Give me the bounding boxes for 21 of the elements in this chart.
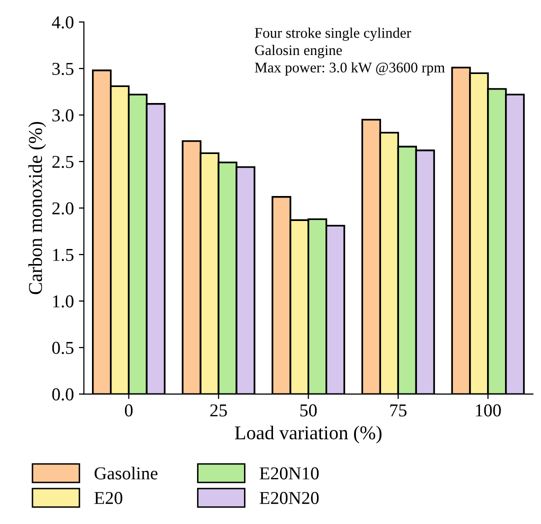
annotation: Four stroke single cylinder Galosin engine Max power: 3.0 kW @3600 rpm: [254, 28, 445, 76]
y-tick-label: 0.0: [52, 388, 74, 401]
x-tick-label: 25: [210, 404, 227, 416]
y-axis-title: Carbon monoxide (%): [28, 122, 46, 294]
legend-label: E20: [94, 492, 122, 504]
y-tick-label: 3.0: [52, 109, 74, 122]
legend-label: E20N10: [260, 467, 319, 480]
x-axis-title: Load variation (%): [234, 426, 382, 444]
x-tick-label: 100: [476, 404, 501, 416]
x-tick-label: 75: [390, 404, 406, 416]
y-tick-label: 1.5: [53, 248, 74, 262]
x-tick-label: 50: [300, 404, 317, 416]
legend-label: Gasoline: [94, 466, 158, 480]
y-tick-label: 2.0: [52, 202, 74, 215]
y-tick-label: 4.0: [52, 16, 74, 29]
y-tick-label: 1.0: [53, 295, 74, 308]
y-tick-label: 2.5: [52, 156, 74, 168]
x-tick-label: 0: [124, 404, 133, 416]
legend-label: E20N20: [260, 492, 319, 504]
y-tick-label: 3.5: [52, 62, 74, 76]
y-tick-label: 0.5: [52, 342, 74, 354]
